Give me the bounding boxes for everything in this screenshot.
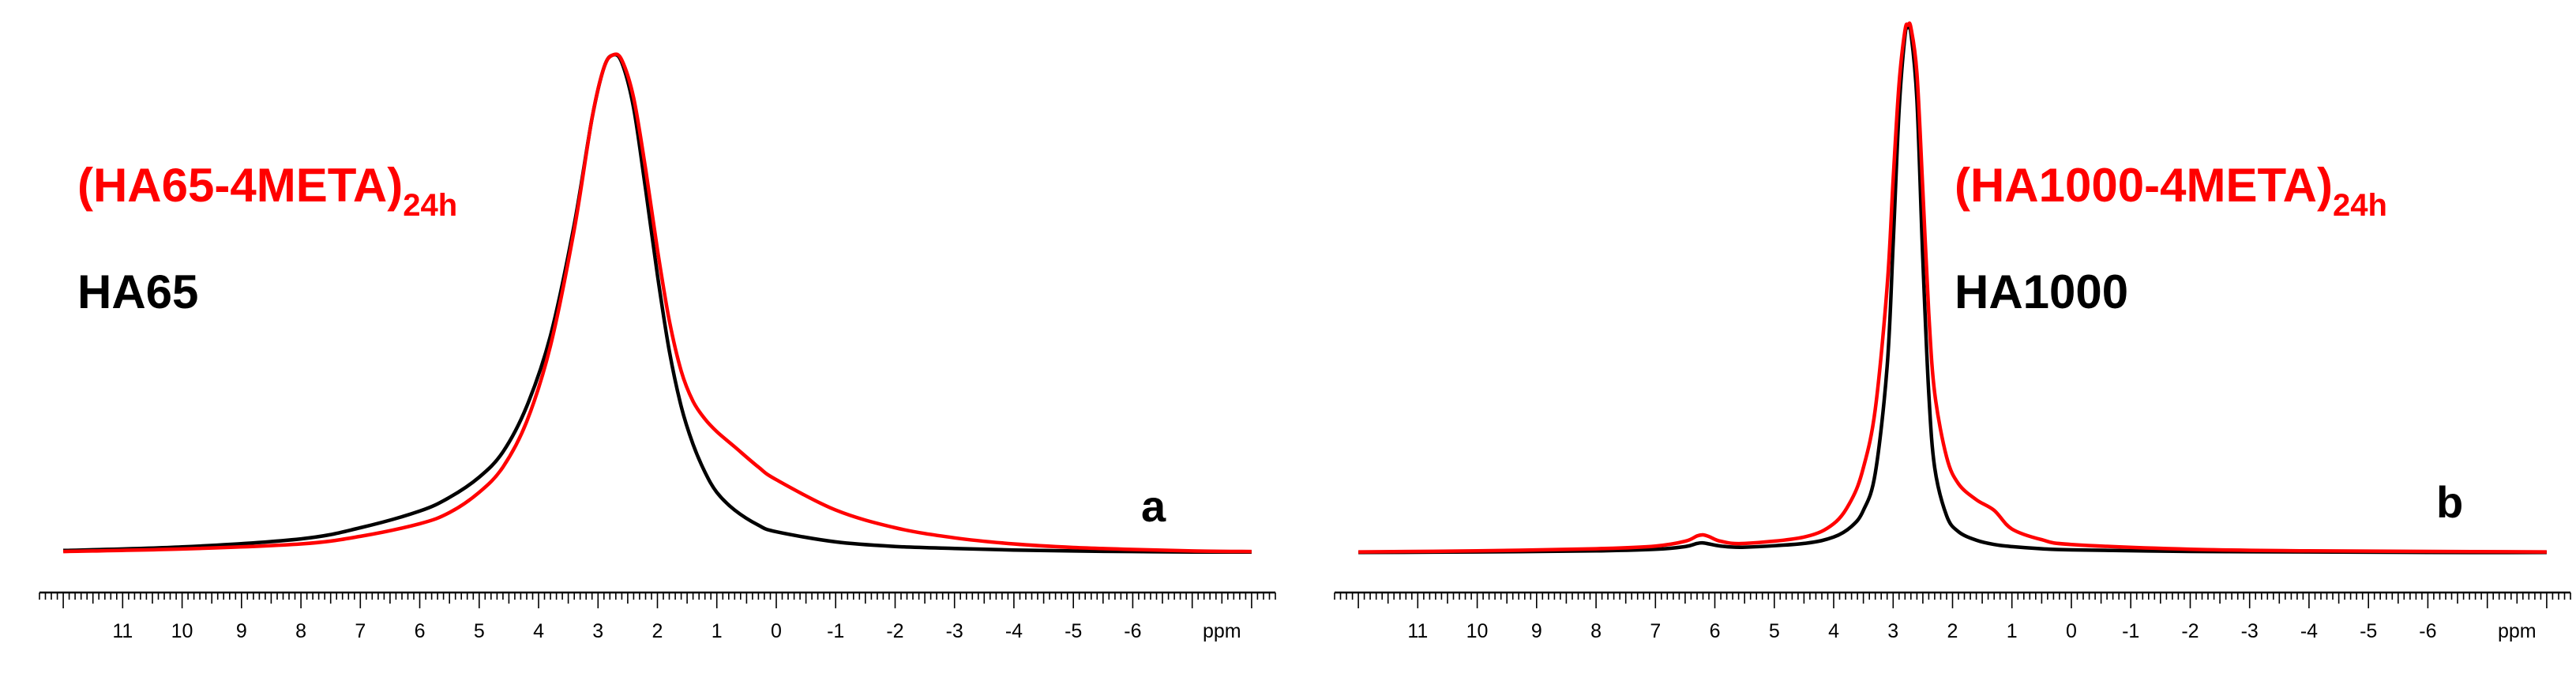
x-tick-label: 4: [533, 620, 544, 642]
x-axis-unit-label: ppm: [1203, 620, 1241, 642]
legend-text: HA65: [77, 265, 198, 318]
x-tick-label: -3: [2241, 620, 2259, 642]
x-axis-minor-ticks: [1334, 593, 2571, 608]
x-tick-label: 6: [415, 620, 426, 642]
x-tick-label: -1: [2122, 620, 2139, 642]
x-tick-label: 1: [2007, 620, 2018, 642]
x-tick-label: 4: [1828, 620, 1839, 642]
x-tick-label: 11: [112, 620, 133, 642]
legend-subscript: 24h: [2333, 188, 2387, 223]
x-tick-label: -2: [886, 620, 903, 642]
x-tick-label: 2: [652, 620, 663, 642]
series-line-black: [63, 52, 1252, 554]
x-tick-label: 3: [1887, 620, 1898, 642]
x-tick-label: 0: [2066, 620, 2077, 642]
legend-entry-modified: (HA65-4META)24h: [77, 159, 457, 223]
x-axis-unit-label: ppm: [2498, 620, 2537, 642]
x-tick-label: 5: [474, 620, 485, 642]
x-tick-label: 11: [1407, 620, 1428, 642]
x-tick-label: 7: [355, 620, 366, 642]
x-tick-label: -3: [946, 620, 963, 642]
legend-text: HA1000: [1955, 265, 2128, 318]
series-line-red: [63, 52, 1252, 554]
legend-entry-modified: (HA1000-4META)24h: [1955, 159, 2387, 223]
spectrum-panel-b: 11 10 9 8 7 6 5 4 3 2 1 0 -1 -2 -3 -4 -5 -6 ppm(HA1000-4ME…: [1334, 21, 2571, 642]
x-tick-label: -5: [1065, 620, 1082, 642]
panel-letter: a: [1141, 481, 1166, 531]
x-tick-label: 2: [1947, 620, 1958, 642]
legend-text: (HA1000-4META): [1955, 159, 2333, 212]
x-tick-label: -2: [2181, 620, 2199, 642]
x-tick-label: 10: [1466, 620, 1489, 642]
x-tick-label: 8: [1590, 620, 1602, 642]
legend-text: (HA65-4META): [77, 159, 403, 212]
legend-subscript: 24h: [403, 188, 457, 223]
x-tick-label: 8: [295, 620, 306, 642]
x-tick-label: 10: [171, 620, 193, 642]
x-tick-label: -6: [2419, 620, 2436, 642]
legend-entry-pristine: HA65: [77, 265, 198, 318]
x-tick-label: -4: [1005, 620, 1023, 642]
legend-entry-pristine: HA1000: [1955, 265, 2128, 318]
x-tick-label: 9: [1531, 620, 1542, 642]
x-tick-label: 5: [1769, 620, 1780, 642]
x-tick-label: 6: [1710, 620, 1721, 642]
x-tick-label: 3: [592, 620, 603, 642]
x-tick-label: 0: [771, 620, 782, 642]
x-tick-label: -6: [1124, 620, 1141, 642]
x-tick-label: 9: [236, 620, 247, 642]
x-tick-label: -1: [827, 620, 844, 642]
x-tick-label: 7: [1650, 620, 1661, 642]
x-tick-label: 1: [712, 620, 723, 642]
spectrum-panel-a: 11 10 9 8 7 6 5 4 3 2 1 0 -1 -2 -3 -4 -5 -6 ppm(HA65-4META…: [39, 52, 1276, 642]
x-tick-label: -5: [2360, 620, 2377, 642]
x-axis-minor-ticks: [39, 593, 1276, 608]
x-tick-label: -4: [2300, 620, 2318, 642]
panel-letter: b: [2436, 477, 2463, 527]
series-line-red: [1358, 21, 2547, 554]
